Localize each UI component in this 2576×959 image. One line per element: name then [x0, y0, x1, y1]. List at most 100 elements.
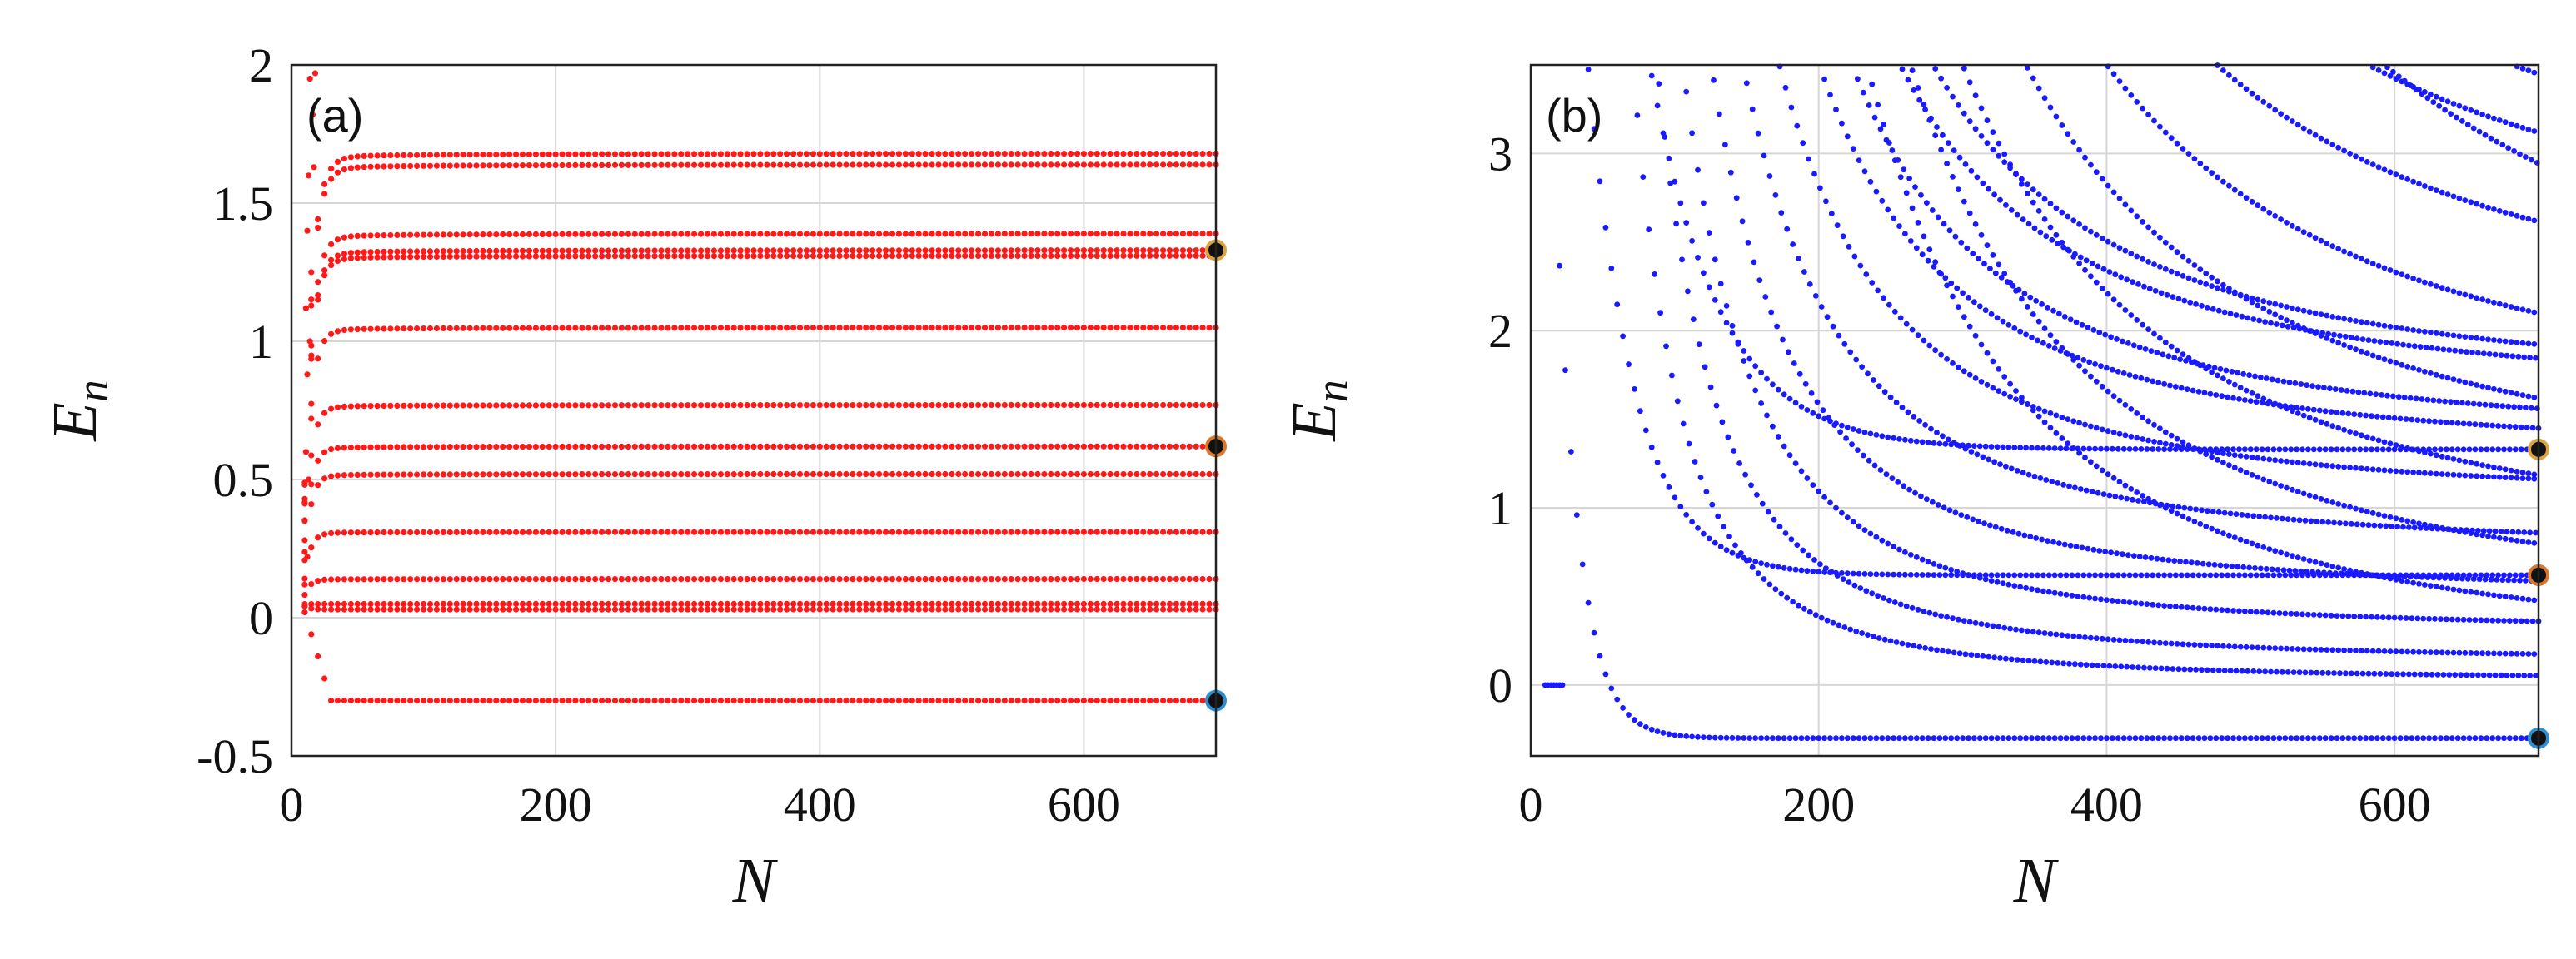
panel-a-data-point [1028, 576, 1034, 583]
panel-b-data-point [2450, 288, 2457, 295]
panel-b-data-point [2148, 348, 2155, 354]
panel-a-data-point [566, 253, 572, 260]
panel-b-data-point [1646, 226, 1652, 232]
panel-a-data-point [1140, 401, 1147, 409]
panel-b-data-point [1987, 266, 1993, 271]
panel-b-data-point [2200, 560, 2206, 567]
panel-a-data-point [704, 443, 711, 450]
panel-b-data-point [2237, 191, 2244, 197]
panel-b-data-point [2141, 283, 2147, 290]
panel-b-data-point [1886, 140, 1892, 146]
panel-b-data-point [1859, 364, 1866, 370]
panel-a-data-point [1114, 606, 1120, 613]
panel-a-data-point [1094, 247, 1100, 254]
panel-b-data-point [2142, 346, 2149, 352]
panel-a-data-point [863, 402, 869, 409]
panel-b-data-point [1637, 408, 1643, 415]
panel-b-data-point [2410, 519, 2417, 525]
panel-a-data-point [500, 247, 506, 254]
panel-a-data-point [981, 698, 989, 704]
panel-a-data-point [777, 443, 784, 450]
panel-a-data-point [909, 325, 915, 331]
panel-a-data-point [803, 247, 810, 254]
panel-b-data-point [1727, 169, 1734, 176]
panel-a-data-point [784, 325, 790, 331]
panel-a-data-point [611, 529, 619, 535]
panel-b-data-point [1827, 92, 1833, 98]
panel-b-data-point [1717, 734, 1724, 741]
panel-b-data-point [1968, 652, 1975, 658]
panel-b-data-point [2076, 450, 2083, 456]
panel-a-data-point [321, 600, 328, 608]
panel-a-data-point [466, 248, 473, 255]
panel-a-data-point [843, 325, 850, 331]
panel-b-data-point [2043, 233, 2050, 240]
panel-a-data-point [480, 402, 486, 409]
panel-b-data-point [2347, 344, 2354, 350]
panel-b-data-point [1834, 222, 1841, 228]
panel-b-data-point [2502, 388, 2509, 395]
panel-a-data-point [1153, 161, 1160, 168]
panel-a-data-point [969, 600, 975, 608]
panel-a-y-tick-label: 0.5 [213, 453, 274, 507]
panel-a-data-point [836, 252, 843, 260]
panel-b-data-point [2001, 159, 2008, 166]
panel-b-data-point [2343, 670, 2349, 677]
panel-b-data-point [1654, 728, 1661, 734]
panel-b-data-point [2524, 425, 2530, 430]
panel-b-data-point [2409, 615, 2415, 622]
panel-a-data-point [658, 698, 665, 704]
panel-b-data-point [2120, 551, 2125, 558]
panel-b-data-point [2505, 577, 2512, 584]
panel-b-data-point [2387, 72, 2394, 79]
panel-b-data-point [2354, 670, 2360, 677]
panel-a-data-point [1034, 252, 1041, 259]
panel-b-data-point [2255, 644, 2261, 651]
panel-b-data-point [2519, 392, 2526, 398]
panel-a-data-point [883, 606, 889, 613]
panel-b-data-point [2525, 651, 2532, 657]
panel-a-data-point [929, 151, 935, 157]
panel-b-data-point [2174, 140, 2180, 147]
panel-b-data-point [2132, 599, 2139, 606]
panel-a-data-point [526, 698, 533, 704]
panel-b-data-point [1786, 565, 1793, 572]
panel-a-data-point [717, 231, 725, 237]
panel-a-data-point [678, 151, 685, 157]
panel-b-data-point [2079, 321, 2085, 328]
panel-b-data-point [2195, 735, 2202, 742]
panel-b-data-point [1856, 735, 1862, 742]
panel-b-data-point [2215, 450, 2220, 455]
panel-a-data-point [519, 471, 526, 478]
panel-a-data-point [658, 151, 665, 157]
panel-a-data-point [315, 279, 321, 286]
panel-b-data-point [1836, 622, 1842, 629]
panel-a-data-point [737, 443, 744, 450]
panel-b-data-point [2504, 352, 2510, 359]
panel-b-data-point [2410, 327, 2417, 333]
panel-b-data-point [1821, 494, 1828, 500]
panel-a-data-point [1068, 252, 1074, 259]
panel-b-y-axis-label-main: E [1279, 402, 1349, 441]
panel-b-data-point [1941, 504, 1947, 511]
panel-a-data-point [876, 470, 883, 478]
panel-a-data-point [1094, 325, 1100, 331]
panel-a-data-point [1166, 529, 1173, 535]
panel-b-data-point [1921, 337, 1927, 344]
panel-b-data-point [2479, 296, 2486, 302]
panel-b-data-point [2193, 506, 2200, 513]
panel-b-data-point [2369, 261, 2376, 266]
panel-a-data-point [757, 606, 764, 613]
panel-a-data-point [1173, 575, 1179, 583]
panel-a-data-point [631, 471, 638, 478]
panel-b-data-point [2191, 642, 2198, 648]
panel-b-data-point [2450, 376, 2457, 383]
panel-a-data-point [1199, 247, 1206, 254]
panel-a-data-point [704, 529, 711, 535]
panel-b-data-point [2132, 572, 2139, 579]
panel-b-data-point [2496, 474, 2503, 480]
panel-b-data-point [2167, 572, 2173, 579]
panel-a-data-point [1094, 529, 1100, 535]
panel-b-data-point [2272, 107, 2279, 113]
panel-b-data-point [1915, 606, 1921, 613]
